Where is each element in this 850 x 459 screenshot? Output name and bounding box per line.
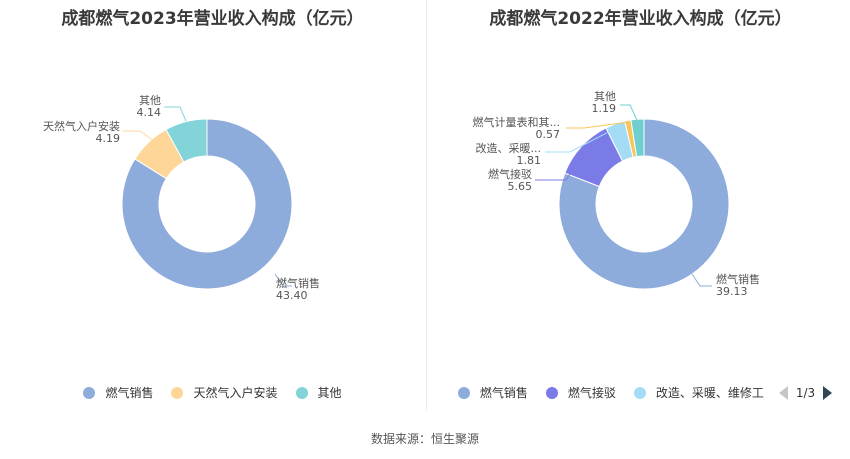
slice-value-label: 1.81: [517, 154, 542, 167]
chart-title-2022: 成都燃气2022年营业收入构成（亿元）: [489, 9, 792, 29]
label-leader-line: [545, 125, 621, 153]
pie-slice[interactable]: [630, 118, 645, 158]
label-leader-line: [123, 130, 155, 142]
legend-item[interactable]: 其他: [295, 384, 342, 401]
legend-dot: [295, 386, 308, 399]
slice-value-label: 43.40: [276, 289, 308, 302]
chart-panel-2023: 成都燃气2023年营业收入构成（亿元） 燃气销售 43.40 天然气入户安装 4.19…: [0, 0, 425, 410]
legend-dot: [83, 386, 96, 399]
label-leader-line: [620, 104, 638, 121]
slice-value-label: 4.19: [96, 132, 121, 145]
slice-name-label: 其他: [139, 94, 161, 107]
legend-label: 天然气入户安装: [193, 386, 278, 400]
slice-name-label: 改造、采暖...: [476, 141, 542, 155]
legend-label: 燃气销售: [105, 386, 154, 400]
legend-dot: [545, 386, 558, 399]
legend-label: 改造、采暖、维修工: [655, 386, 764, 400]
slice-value-label: 5.65: [508, 180, 533, 193]
slice-name-label: 其他: [594, 90, 616, 103]
legend-item[interactable]: 改造、采暖、维修工: [633, 384, 764, 401]
legend-page-indicator: 1/3: [795, 385, 816, 400]
legend-item[interactable]: 燃气接驳: [545, 384, 616, 401]
legend-dot: [171, 386, 184, 399]
slice-name-label: 燃气计量表和其...: [473, 115, 561, 129]
slice-value-label: 4.14: [137, 106, 162, 119]
label-leader-line: [274, 273, 292, 287]
label-leader-line: [566, 121, 630, 129]
slice-name-label: 燃气销售: [716, 272, 760, 286]
panel-divider: [426, 0, 427, 410]
label-leader-line: [691, 273, 712, 287]
legend-prev-icon[interactable]: [778, 385, 788, 400]
legend-next-icon[interactable]: [823, 385, 833, 400]
slice-name-label: 燃气销售: [276, 276, 320, 290]
legend-2023: 燃气销售 天然气入户安装 其他: [0, 384, 425, 401]
legend-item[interactable]: 燃气销售: [457, 384, 528, 401]
data-source-note: 数据来源：恒生聚源: [370, 432, 479, 446]
legend-item[interactable]: 燃气销售: [83, 384, 153, 401]
pie-slice[interactable]: [165, 118, 208, 163]
legend-label: 燃气接驳: [567, 386, 616, 400]
pie-slice[interactable]: [121, 118, 293, 290]
legend-pager: 1/3: [778, 385, 833, 400]
slice-name-label: 燃气接驳: [488, 167, 532, 181]
legend-dot: [633, 386, 646, 399]
slice-value-label: 0.57: [536, 128, 561, 141]
legend-item[interactable]: 天然气入户安装: [171, 384, 278, 401]
pie-slice[interactable]: [558, 118, 730, 290]
slice-name-label: 天然气入户安装: [43, 119, 120, 133]
legend-label: 燃气销售: [479, 386, 528, 400]
legend-label: 其他: [317, 386, 342, 400]
label-leader-line: [535, 154, 583, 181]
chart-title-2023: 成都燃气2023年营业收入构成（亿元）: [61, 9, 364, 29]
legend-2022: 燃气销售 燃气接驳 改造、采暖、维修工 1/3: [428, 384, 850, 401]
slice-value-label: 39.13: [716, 285, 748, 298]
chart-panel-2022: 成都燃气2022年营业收入构成（亿元） 燃气销售 39.13 燃气接驳 5.65 改造、…: [428, 0, 850, 410]
label-leader-line: [164, 106, 187, 122]
slice-value-label: 1.19: [592, 102, 617, 115]
legend-dot: [457, 386, 470, 399]
